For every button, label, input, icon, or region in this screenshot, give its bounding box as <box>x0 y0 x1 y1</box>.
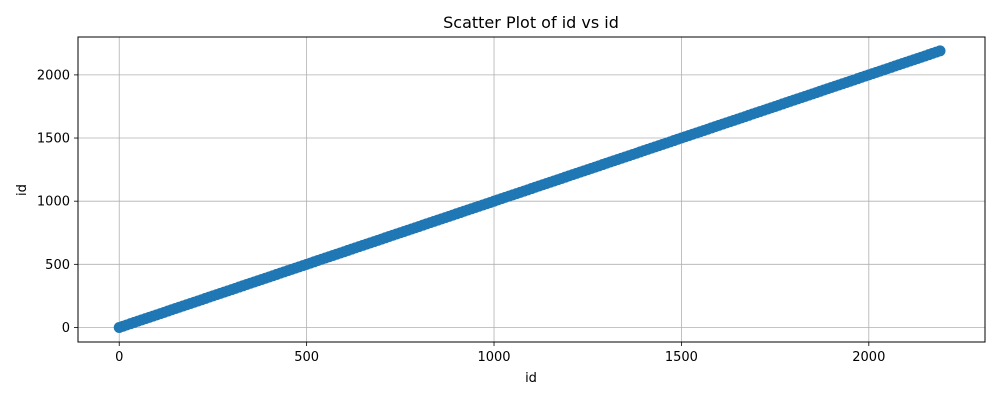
x-tick-label: 500 <box>294 350 319 365</box>
x-axis-label: id <box>525 371 537 386</box>
x-tick-label: 1000 <box>477 350 510 365</box>
y-tick-label: 500 <box>45 258 70 273</box>
x-tick-label: 1500 <box>665 350 698 365</box>
y-tick-label: 1000 <box>37 195 70 210</box>
y-tick-label: 1500 <box>37 132 70 147</box>
y-tick-label: 2000 <box>37 68 70 83</box>
plot-frame <box>77 36 986 343</box>
x-ticks: 0 500 1000 1500 2000 <box>115 342 885 365</box>
points-layer <box>113 45 946 333</box>
grid-layer <box>78 37 985 342</box>
y-ticks: 0 500 1000 1500 2000 <box>37 68 78 336</box>
y-axis-label: id <box>15 184 30 196</box>
y-tick-label: 0 <box>62 321 70 336</box>
chart-title: Scatter Plot of id vs id <box>443 13 619 32</box>
x-tick-label: 0 <box>115 350 123 365</box>
scatter-point <box>934 45 946 57</box>
x-tick-label: 2000 <box>852 350 885 365</box>
